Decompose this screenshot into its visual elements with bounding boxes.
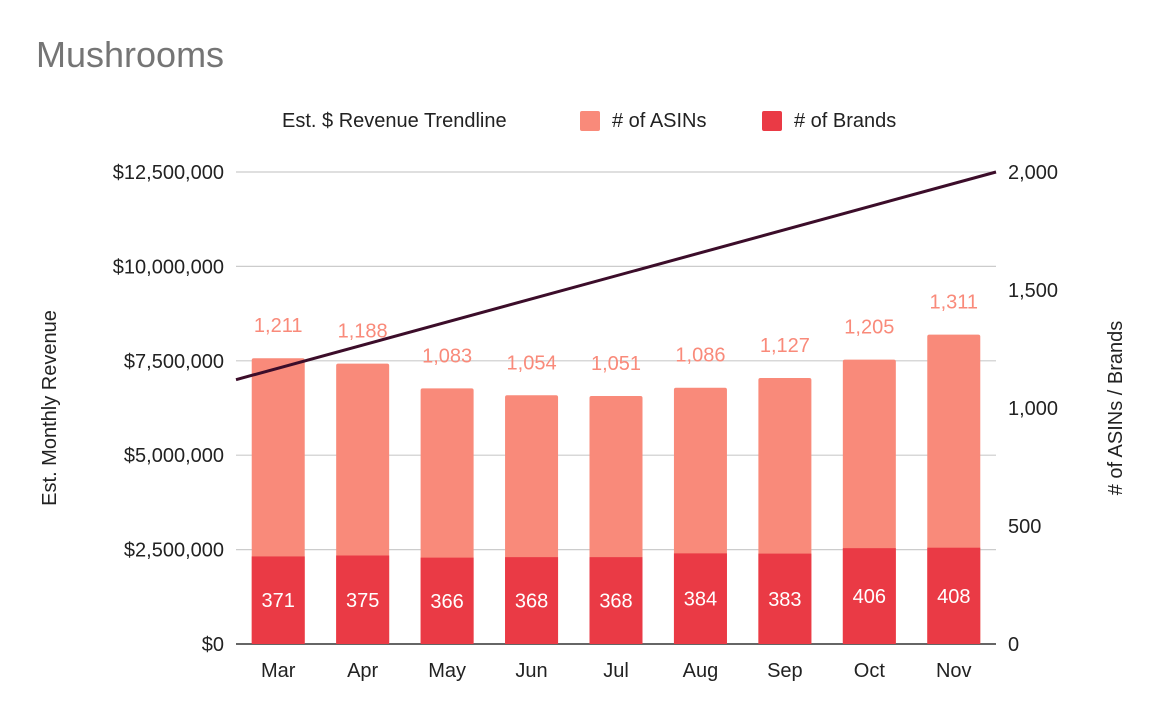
data-label-brands: 371	[262, 590, 295, 612]
data-label-asins: 1,311	[929, 292, 978, 314]
left-tick-label: $12,500,000	[113, 162, 224, 184]
bar-brands-jun	[505, 557, 559, 644]
right-tick-label: 1,500	[1008, 280, 1058, 302]
bar-brands-jul	[589, 557, 643, 644]
legend-swatch-brands	[762, 111, 782, 131]
data-label-asins: 1,086	[675, 345, 725, 367]
data-label-asins: 1,205	[844, 317, 894, 339]
data-label-brands: 383	[768, 589, 801, 611]
right-tick-label: 500	[1008, 516, 1041, 538]
bar-brands-sep	[758, 553, 812, 644]
bar-brands-mar	[251, 556, 305, 644]
x-axis-ticks: Mar Apr May Jun Jul Aug Sep Oct Nov	[261, 660, 972, 682]
legend-swatch-asins	[580, 111, 600, 131]
data-label-brands: 366	[430, 591, 463, 613]
x-tick-label: Sep	[767, 660, 803, 682]
right-tick-label: 2,000	[1008, 162, 1058, 184]
left-axis-title: Est. Monthly Revenue	[39, 310, 61, 506]
chart-title: Mushrooms	[36, 34, 225, 75]
x-tick-label: Mar	[261, 660, 296, 682]
data-label-brands: 368	[515, 591, 548, 613]
data-label-asins: 1,188	[338, 321, 388, 343]
x-tick-label: Nov	[936, 660, 972, 682]
right-axis-ticks: 0 500 1,000 1,500 2,000	[1008, 162, 1058, 656]
left-tick-label: $2,500,000	[124, 540, 224, 562]
legend-label-trendline: Est. $ Revenue Trendline	[282, 109, 507, 132]
data-label-brands: 384	[684, 589, 717, 611]
data-label-asins: 1,083	[422, 345, 472, 367]
data-label-asins: 1,211	[254, 315, 303, 337]
left-tick-label: $7,500,000	[124, 351, 224, 373]
x-tick-label: May	[428, 660, 466, 682]
left-tick-label: $0	[202, 634, 224, 656]
left-axis-ticks: $0 $2,500,000 $5,000,000 $7,500,000 $10,000,…	[113, 162, 224, 656]
x-tick-label: Aug	[683, 660, 719, 682]
data-label-asins: 1,127	[760, 335, 810, 357]
data-label-asins: 1,054	[507, 352, 557, 374]
brands-bars	[251, 547, 981, 644]
x-tick-label: Jun	[515, 660, 547, 682]
legend-label-brands: # of Brands	[794, 109, 897, 132]
bar-brands-apr	[336, 555, 390, 644]
bar-brands-nov	[927, 547, 981, 644]
right-axis-title: # of ASINs / Brands	[1105, 321, 1127, 496]
left-tick-label: $5,000,000	[124, 445, 224, 467]
data-label-brands: 406	[853, 586, 886, 608]
data-label-brands: 408	[937, 586, 970, 608]
legend-item-brands: # of Brands	[762, 106, 896, 136]
left-tick-label: $10,000,000	[113, 256, 224, 278]
data-label-brands: 375	[346, 590, 379, 612]
data-labels: 1,211 371 1,188 375 1,083 366 1,054 368 1,051 368…	[254, 292, 978, 613]
x-tick-label: Apr	[347, 660, 378, 682]
x-tick-label: Jul	[603, 660, 629, 682]
data-label-asins: 1,051	[591, 353, 641, 375]
legend: Est. $ Revenue Trendline # of ASINs # of…	[0, 106, 1164, 136]
right-tick-label: 1,000	[1008, 398, 1058, 420]
legend-item-trendline: Est. $ Revenue Trendline	[282, 106, 507, 136]
bar-brands-may	[420, 557, 474, 644]
legend-item-asins: # of ASINs	[580, 106, 707, 136]
bar-brands-aug	[673, 553, 727, 644]
right-tick-label: 0	[1008, 634, 1019, 656]
bar-brands-oct	[842, 548, 896, 644]
x-tick-label: Oct	[854, 660, 886, 682]
revenue-trendline	[235, 170, 997, 382]
trendline-group	[235, 170, 997, 382]
data-label-brands: 368	[599, 591, 632, 613]
legend-label-asins: # of ASINs	[612, 109, 707, 132]
